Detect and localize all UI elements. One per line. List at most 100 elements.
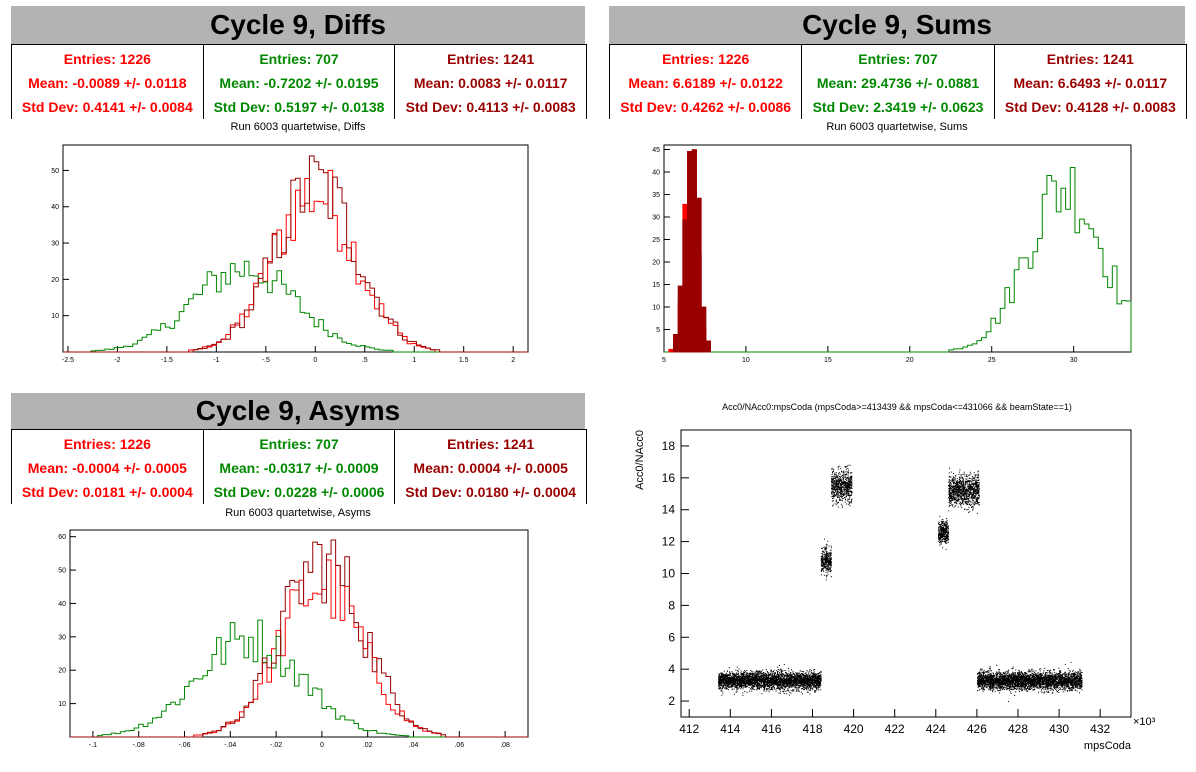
x-tick-label: 10 [742,357,750,364]
stats-red: Entries: 1226 Mean: -0.0089 +/- 0.0118 S… [12,45,204,119]
histogram-series-line [63,155,528,353]
x-tick-label: 424 [926,722,946,736]
x-tick-label: 1 [412,357,416,364]
mean-text: Mean: 6.6189 +/- 0.0122 [628,75,783,91]
y-tick-label: 10 [652,305,660,312]
std-text: Std Dev: 0.4262 +/- 0.0086 [620,99,792,115]
x-tick-label: -.08 [133,742,145,749]
y-axis-label: Acc0/NAcc0 [634,430,646,490]
std-text: Std Dev: 0.4113 +/- 0.0083 [405,99,576,115]
x-tick-label: .5 [362,357,368,364]
y-tick-label: 16 [662,471,676,485]
std-text: Std Dev: 0.4128 +/- 0.0083 [1004,99,1176,115]
std-text: Std Dev: 0.5197 +/- 0.0138 [213,99,385,115]
y-tick-label: 20 [58,668,66,675]
x-tick-label: 416 [761,722,781,736]
histogram-series-line [664,167,1132,353]
x-tick-label: 430 [1049,722,1069,736]
entries-text: Entries: 707 [858,51,938,67]
std-text: Std Dev: 2.3419 +/- 0.0623 [812,99,984,115]
x-tick-label: -2.5 [62,357,74,364]
mean-text: Mean: 29.4736 +/- 0.0881 [816,75,980,91]
y-tick-label: 14 [662,503,676,517]
histogram-bar [682,219,688,353]
histogram-bar [691,149,697,353]
mean-text: Mean: -0.7202 +/- 0.0195 [219,75,379,91]
entries-text: Entries: 1241 [1046,51,1134,67]
y-tick-label: 18 [662,439,676,453]
x-tick-label: 0 [313,357,317,364]
x-tick-label: 15 [824,357,832,364]
y-tick-label: 50 [58,568,66,575]
histogram-bar [687,150,693,353]
y-tick-label: 6 [668,630,675,644]
mean-text: Mean: 0.0083 +/- 0.0117 [413,75,568,91]
mean-text: Mean: -0.0317 +/- 0.0009 [219,460,379,476]
histogram-series-line [70,539,528,738]
y-tick-label: 4 [668,662,675,676]
mean-text: Mean: -0.0004 +/- 0.0005 [27,460,187,476]
histogram-bar [705,340,712,353]
x-tick-label: 418 [802,722,822,736]
x-tick-label: -1.5 [161,357,173,364]
mean-text: Mean: 6.6493 +/- 0.0117 [1013,75,1168,91]
x-tick-label: .04 [409,742,419,749]
y-tick-label: 8 [668,598,675,612]
x-tick-label: 25 [988,357,996,364]
y-tick-label: 10 [58,701,66,708]
stats-red: Entries: 1226 Mean: -0.0004 +/- 0.0005 S… [12,430,204,504]
histogram-bar [673,333,679,353]
asyms-header: Cycle 9, Asyms [11,393,585,429]
x-tick-label: -.06 [178,742,190,749]
entries-text: Entries: 1226 [662,51,750,67]
stats-green: Entries: 707 Mean: 29.4736 +/- 0.0881 St… [802,45,995,119]
diffs-plot-title: Run 6003 quartetwise, Diffs [230,121,366,133]
x-tick-label: -.1 [89,742,97,749]
y-tick-label: 5 [656,327,660,334]
asyms-plot-title: Run 6003 quartetwise, Asyms [225,507,371,519]
y-tick-label: 20 [51,277,59,284]
y-tick-label: 15 [652,282,660,289]
std-text: Std Dev: 0.0181 +/- 0.0004 [21,484,193,500]
x-tick-label: 2 [511,357,515,364]
y-tick-label: 10 [662,567,676,581]
std-text: Std Dev: 0.0228 +/- 0.0006 [213,484,385,500]
y-tick-label: 30 [51,241,59,248]
y-tick-label: 40 [51,204,59,211]
y-tick-label: 35 [652,192,660,199]
x-tick-label: 426 [967,722,987,736]
x-tick-label: 30 [1070,357,1078,364]
y-tick-label: 50 [51,168,59,175]
y-tick-label: 12 [662,535,676,549]
entries-text: Entries: 1226 [63,436,151,452]
asyms-stats-box: Entries: 1226 Mean: -0.0004 +/- 0.0005 S… [11,429,587,504]
x-tick-label: -2 [114,357,120,364]
y-tick-label: 30 [652,215,660,222]
sums-header: Cycle 9, Sums [609,6,1185,44]
y-tick-label: 40 [58,601,66,608]
stats-darkred: Entries: 1241 Mean: 0.0083 +/- 0.0117 St… [395,45,586,119]
plot-frame [62,144,529,353]
entries-text: Entries: 1226 [63,51,151,67]
x-tick-label: 5 [662,357,666,364]
histogram-bar [668,348,674,353]
x-tick-label: 414 [720,722,740,736]
y-tick-label: 10 [51,313,59,320]
y-tick-label: 40 [652,170,660,177]
stats-green: Entries: 707 Mean: -0.7202 +/- 0.0195 St… [204,45,396,119]
x-tick-label: 420 [844,722,864,736]
stats-green: Entries: 707 Mean: -0.0317 +/- 0.0009 St… [204,430,396,504]
std-text: Std Dev: 0.4141 +/- 0.0084 [21,99,193,115]
x-tick-label: 1.5 [459,357,469,364]
histogram-bar [701,306,707,353]
x-tick-label: 412 [679,722,699,736]
scatter-points [718,464,1083,702]
x-axis-exponent: ×10³ [1133,716,1156,728]
x-tick-label: 432 [1090,722,1110,736]
x-tick-label: .08 [500,742,510,749]
x-tick-label: 422 [885,722,905,736]
mean-text: Mean: 0.0004 +/- 0.0005 [413,460,568,476]
histogram-series-line [63,169,528,353]
y-tick-label: 20 [652,260,660,267]
x-axis-label: mpsCoda [1084,740,1132,752]
